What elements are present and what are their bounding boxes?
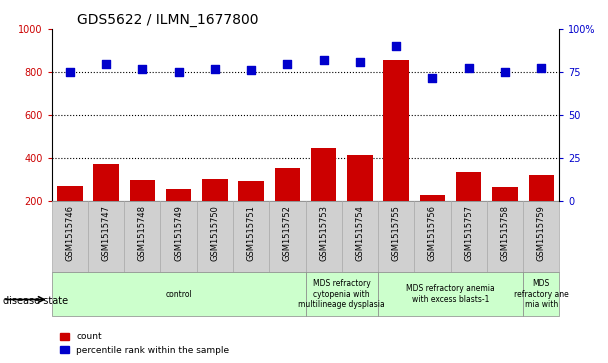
Bar: [202, 179, 227, 201]
Bar: [233, 201, 269, 272]
Bar: [378, 272, 523, 316]
Bar: [305, 201, 342, 272]
Bar: [130, 180, 155, 201]
Point: [210, 66, 219, 72]
Text: MDS
refractory ane
mia with: MDS refractory ane mia with: [514, 279, 568, 309]
Text: GSM1515748: GSM1515748: [138, 205, 147, 261]
Point: [464, 65, 474, 71]
Bar: [342, 201, 378, 272]
Point: [283, 61, 292, 66]
Bar: [57, 186, 83, 201]
Text: MDS refractory
cytopenia with
multilineage dysplasia: MDS refractory cytopenia with multilinea…: [299, 279, 385, 309]
Bar: [269, 201, 305, 272]
Bar: [52, 272, 305, 316]
Text: GSM1515758: GSM1515758: [500, 205, 510, 261]
Text: GSM1515752: GSM1515752: [283, 205, 292, 261]
Point: [65, 69, 75, 75]
Bar: [124, 201, 161, 272]
Bar: [523, 272, 559, 316]
Bar: [528, 175, 554, 201]
Point: [246, 67, 256, 73]
Text: GSM1515747: GSM1515747: [102, 205, 111, 261]
Point: [427, 75, 437, 81]
Point: [319, 57, 328, 63]
Text: GDS5622 / ILMN_1677800: GDS5622 / ILMN_1677800: [77, 13, 258, 26]
Text: GSM1515757: GSM1515757: [464, 205, 473, 261]
Legend: count, percentile rank within the sample: count, percentile rank within the sample: [56, 329, 233, 359]
Bar: [94, 164, 119, 201]
Text: GSM1515756: GSM1515756: [428, 205, 437, 261]
Bar: [523, 201, 559, 272]
Point: [355, 60, 365, 65]
Bar: [275, 168, 300, 201]
Bar: [378, 201, 414, 272]
Bar: [311, 148, 336, 201]
Text: disease state: disease state: [3, 295, 68, 306]
Text: GSM1515751: GSM1515751: [247, 205, 255, 261]
Point: [392, 43, 401, 49]
Bar: [238, 181, 264, 201]
Bar: [166, 189, 192, 201]
Text: GSM1515753: GSM1515753: [319, 205, 328, 261]
Bar: [492, 187, 517, 201]
Bar: [451, 201, 487, 272]
Text: GSM1515750: GSM1515750: [210, 205, 219, 261]
Bar: [384, 60, 409, 201]
Bar: [414, 201, 451, 272]
Bar: [88, 201, 124, 272]
Point: [536, 65, 546, 71]
Bar: [161, 201, 197, 272]
Text: GSM1515759: GSM1515759: [537, 205, 546, 261]
Point: [174, 69, 184, 75]
Text: MDS refractory anemia
with excess blasts-1: MDS refractory anemia with excess blasts…: [406, 284, 495, 304]
Bar: [305, 272, 378, 316]
Text: GSM1515755: GSM1515755: [392, 205, 401, 261]
Text: GSM1515749: GSM1515749: [174, 205, 183, 261]
Point: [137, 66, 147, 72]
Point: [500, 69, 510, 75]
Point: [101, 61, 111, 66]
Bar: [456, 172, 482, 201]
Text: GSM1515746: GSM1515746: [65, 205, 74, 261]
Text: control: control: [165, 290, 192, 298]
Bar: [52, 201, 88, 272]
Bar: [487, 201, 523, 272]
Bar: [197, 201, 233, 272]
Text: GSM1515754: GSM1515754: [356, 205, 364, 261]
Bar: [420, 195, 445, 201]
Bar: [347, 155, 373, 201]
